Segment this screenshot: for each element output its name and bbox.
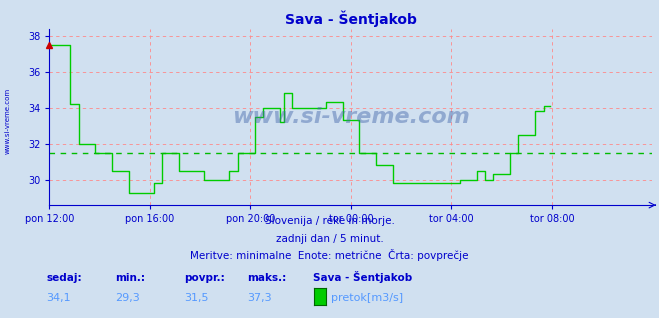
Text: Slovenija / reke in morje.: Slovenija / reke in morje. [264, 216, 395, 226]
Text: povpr.:: povpr.: [185, 273, 225, 283]
Text: sedaj:: sedaj: [46, 273, 82, 283]
Text: 34,1: 34,1 [46, 293, 71, 302]
Text: zadnji dan / 5 minut.: zadnji dan / 5 minut. [275, 234, 384, 244]
Text: maks.:: maks.: [247, 273, 287, 283]
Text: Meritve: minimalne  Enote: metrične  Črta: povprečje: Meritve: minimalne Enote: metrične Črta:… [190, 249, 469, 261]
Text: Sava - Šentjakob: Sava - Šentjakob [313, 272, 413, 283]
Text: min.:: min.: [115, 273, 146, 283]
Text: 29,3: 29,3 [115, 293, 140, 302]
Text: www.si-vreme.com: www.si-vreme.com [5, 88, 11, 154]
Text: pretok[m3/s]: pretok[m3/s] [331, 293, 403, 302]
Text: www.si-vreme.com: www.si-vreme.com [232, 107, 470, 127]
Text: 31,5: 31,5 [185, 293, 209, 302]
Title: Sava - Šentjakob: Sava - Šentjakob [285, 11, 417, 27]
Text: 37,3: 37,3 [247, 293, 272, 302]
